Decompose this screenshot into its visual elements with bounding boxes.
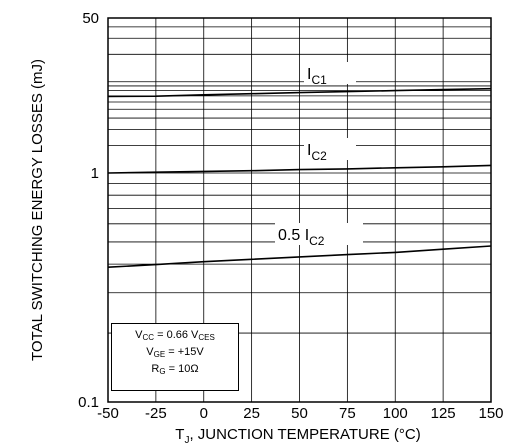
- x-tick-label: -25: [145, 405, 167, 422]
- condition-vge: VGE = +15V: [146, 346, 204, 359]
- series-label: 0.5 IC2: [278, 227, 325, 248]
- x-tick-label: 50: [291, 405, 308, 422]
- series-label-sub: C2: [309, 234, 325, 248]
- x-axis-title-sub: J: [184, 435, 189, 446]
- x-axis-title-main: T: [175, 426, 184, 443]
- x-tick-label: 75: [339, 405, 356, 422]
- series-label-main: I: [307, 142, 311, 159]
- series-label-prefix: 0.5: [278, 227, 305, 244]
- series-label-sub: C2: [311, 149, 327, 163]
- y-tick-label: 1: [91, 165, 99, 182]
- series-label: IC2: [307, 142, 327, 163]
- series-label-bg: [304, 62, 356, 84]
- tick-labels: -50 -25 0 25 50 75 100 125 150 50 1 0.1: [78, 10, 503, 422]
- series-line: [107, 245, 492, 268]
- x-tick-label: 150: [478, 405, 503, 422]
- x-tick-label: 25: [243, 405, 260, 422]
- condition-vcc: VCC = 0.66 VCES: [135, 329, 215, 342]
- test-conditions-box: VCC = 0.66 VCES VGE = +15V RG = 10Ω: [111, 323, 239, 391]
- y-axis-title: TOTAL SWITCHING ENERGY LOSSES (mJ): [29, 59, 46, 361]
- series-label-main: I: [307, 66, 311, 83]
- condition-rg: RG = 10Ω: [151, 363, 199, 376]
- plot-frame: [107, 17, 492, 403]
- series-line: [107, 164, 492, 174]
- series-label-sub: C1: [311, 73, 327, 87]
- y-tick-label: 0.1: [78, 394, 99, 411]
- x-tick-label: -50: [97, 405, 119, 422]
- series-label: IC1: [307, 66, 327, 87]
- series-line: [107, 87, 492, 98]
- y-tick-label: 50: [82, 10, 99, 27]
- x-tick-label: 0: [200, 405, 208, 422]
- x-tick-label: 125: [431, 405, 456, 422]
- x-tick-label: 100: [383, 405, 408, 422]
- x-axis-title: TJ, JUNCTION TEMPERATURE (°C): [175, 426, 420, 446]
- series-label-bg: [304, 138, 356, 160]
- series-label-bg: [275, 223, 363, 245]
- series-lines: [107, 87, 492, 268]
- x-axis-title-rest: , JUNCTION TEMPERATURE (°C): [189, 426, 420, 443]
- series-label-main: I: [305, 227, 309, 244]
